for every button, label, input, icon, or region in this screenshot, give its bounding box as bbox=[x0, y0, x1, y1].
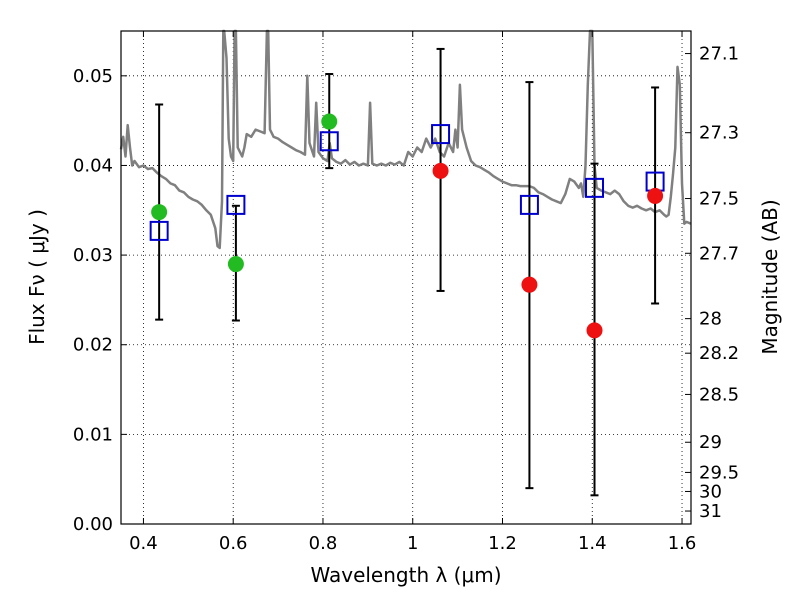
measured-point bbox=[227, 256, 244, 273]
model-square bbox=[226, 194, 246, 215]
measured-point bbox=[586, 322, 603, 339]
x-tick-label: 1.6 bbox=[668, 533, 697, 554]
y-tick-label: 0.05 bbox=[73, 66, 113, 87]
right-tick-label: 27.3 bbox=[699, 123, 739, 144]
x-tick-labels: 0.4 0.6 0.8 1 1.2 1.4 1.6 bbox=[129, 533, 696, 554]
plot-frame bbox=[120, 30, 692, 525]
right-tick-label: 28 bbox=[699, 309, 722, 330]
right-tick-label: 29 bbox=[699, 432, 722, 453]
measured-point bbox=[521, 276, 538, 293]
measured-point bbox=[151, 204, 168, 221]
x-axis-title: Wavelength λ (μm) bbox=[310, 563, 501, 587]
right-tick-label: 28.5 bbox=[699, 384, 739, 405]
model-square-series bbox=[149, 124, 665, 241]
y-tick-label: 0.02 bbox=[73, 335, 113, 356]
model-square bbox=[585, 177, 605, 198]
y-tick-label: 0.04 bbox=[73, 155, 113, 176]
model-square bbox=[519, 194, 539, 215]
y-tick-label: 0.00 bbox=[73, 514, 113, 535]
x-tick-label: 1 bbox=[407, 533, 418, 554]
measured-point bbox=[647, 187, 664, 204]
spectrum-series bbox=[119, 29, 692, 250]
right-axis-title: Magnitude (AB) bbox=[758, 199, 782, 354]
x-tick-label: 0.8 bbox=[309, 533, 338, 554]
x-tick-label: 0.6 bbox=[219, 533, 248, 554]
measured-circle-series bbox=[151, 113, 664, 339]
grid bbox=[121, 31, 691, 524]
model-square bbox=[431, 124, 451, 145]
model-square bbox=[149, 220, 169, 241]
right-tick-label: 27.7 bbox=[699, 243, 739, 264]
y-tick-label: 0.01 bbox=[73, 424, 113, 445]
right-tick-label: 30 bbox=[699, 481, 722, 502]
measured-point bbox=[432, 162, 449, 179]
right-tick-label: 31 bbox=[699, 501, 722, 522]
spectrum-line bbox=[119, 29, 692, 250]
measured-point bbox=[321, 113, 338, 130]
right-tick-label: 29.5 bbox=[699, 462, 739, 483]
right-tick-label: 27.1 bbox=[699, 44, 739, 65]
right-tick-label: 27.5 bbox=[699, 189, 739, 210]
x-tick-label: 0.4 bbox=[129, 533, 158, 554]
right-tick-label: 28.2 bbox=[699, 343, 739, 364]
errorbar-series bbox=[155, 47, 660, 497]
model-square bbox=[319, 131, 339, 152]
axis-ticks bbox=[121, 31, 691, 525]
x-tick-label: 1.2 bbox=[488, 533, 517, 554]
y-tick-label: 0.03 bbox=[73, 245, 113, 266]
x-tick-label: 1.4 bbox=[578, 533, 607, 554]
y-axis-title: Flux Fν ( μJy ) bbox=[25, 209, 49, 345]
y-tick-labels: 0.00 0.01 0.02 0.03 0.04 0.05 bbox=[73, 66, 113, 535]
